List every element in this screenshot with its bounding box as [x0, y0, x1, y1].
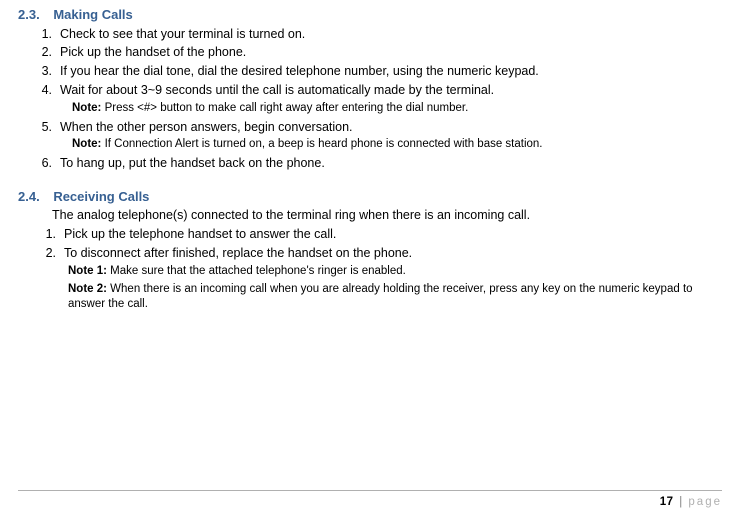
item-number: 1. [42, 226, 64, 243]
item-number: 2. [38, 44, 60, 61]
note-label: Note 2: [68, 283, 107, 295]
section-intro: The analog telephone(s) connected to the… [18, 207, 722, 224]
note-text: If Connection Alert is turned on, a beep… [101, 138, 542, 150]
section-number: 2.4. [18, 188, 40, 206]
item-text: To disconnect after finished, replace th… [64, 245, 722, 262]
page-footer: 17 | page [18, 490, 722, 511]
list-item: 1. Pick up the telephone handset to answ… [18, 226, 722, 243]
page-number: 17 [660, 496, 674, 508]
footer-divider [18, 490, 722, 491]
section-header-making-calls: 2.3. Making Calls [18, 6, 722, 24]
note-label: Note: [72, 102, 101, 114]
item-text: Pick up the handset of the phone. [60, 44, 722, 61]
item-number: 6. [38, 155, 60, 172]
list-item: 4. Wait for about 3~9 seconds until the … [18, 82, 722, 99]
note-text: Make sure that the attached telephone's … [107, 265, 406, 277]
item-text: If you hear the dial tone, dial the desi… [60, 63, 722, 80]
footer-separator: | [679, 496, 683, 508]
note-text: Press <#> button to make call right away… [101, 102, 468, 114]
item-number: 5. [38, 119, 60, 136]
item-text: Wait for about 3~9 seconds until the cal… [60, 82, 722, 99]
section-title: Making Calls [53, 7, 132, 22]
note-line: Note: Press <#> button to make call righ… [18, 101, 722, 117]
item-number: 1. [38, 26, 60, 43]
page-label: page [688, 496, 722, 508]
list-item: 2. Pick up the handset of the phone. [18, 44, 722, 61]
footer-text: 17 | page [18, 495, 722, 511]
section-title: Receiving Calls [53, 189, 149, 204]
item-number: 3. [38, 63, 60, 80]
item-text: When the other person answers, begin con… [60, 119, 722, 136]
list-item: 1. Check to see that your terminal is tu… [18, 26, 722, 43]
list-item: 2. To disconnect after finished, replace… [18, 245, 722, 262]
list-item: 5. When the other person answers, begin … [18, 119, 722, 136]
note-label: Note 1: [68, 265, 107, 277]
item-number: 4. [38, 82, 60, 99]
item-number: 2. [42, 245, 64, 262]
item-text: Check to see that your terminal is turne… [60, 26, 722, 43]
list-item: 3. If you hear the dial tone, dial the d… [18, 63, 722, 80]
section-header-receiving-calls: 2.4. Receiving Calls [18, 188, 722, 206]
note-text: When there is an incoming call when you … [68, 283, 693, 311]
item-text: Pick up the telephone handset to answer … [64, 226, 722, 243]
note-line: Note 2: When there is an incoming call w… [18, 282, 722, 313]
section-number: 2.3. [18, 6, 40, 24]
item-text: To hang up, put the handset back on the … [60, 155, 722, 172]
list-item: 6. To hang up, put the handset back on t… [18, 155, 722, 172]
note-line: Note: If Connection Alert is turned on, … [18, 137, 722, 153]
note-label: Note: [72, 138, 101, 150]
note-line: Note 1: Make sure that the attached tele… [18, 264, 722, 280]
